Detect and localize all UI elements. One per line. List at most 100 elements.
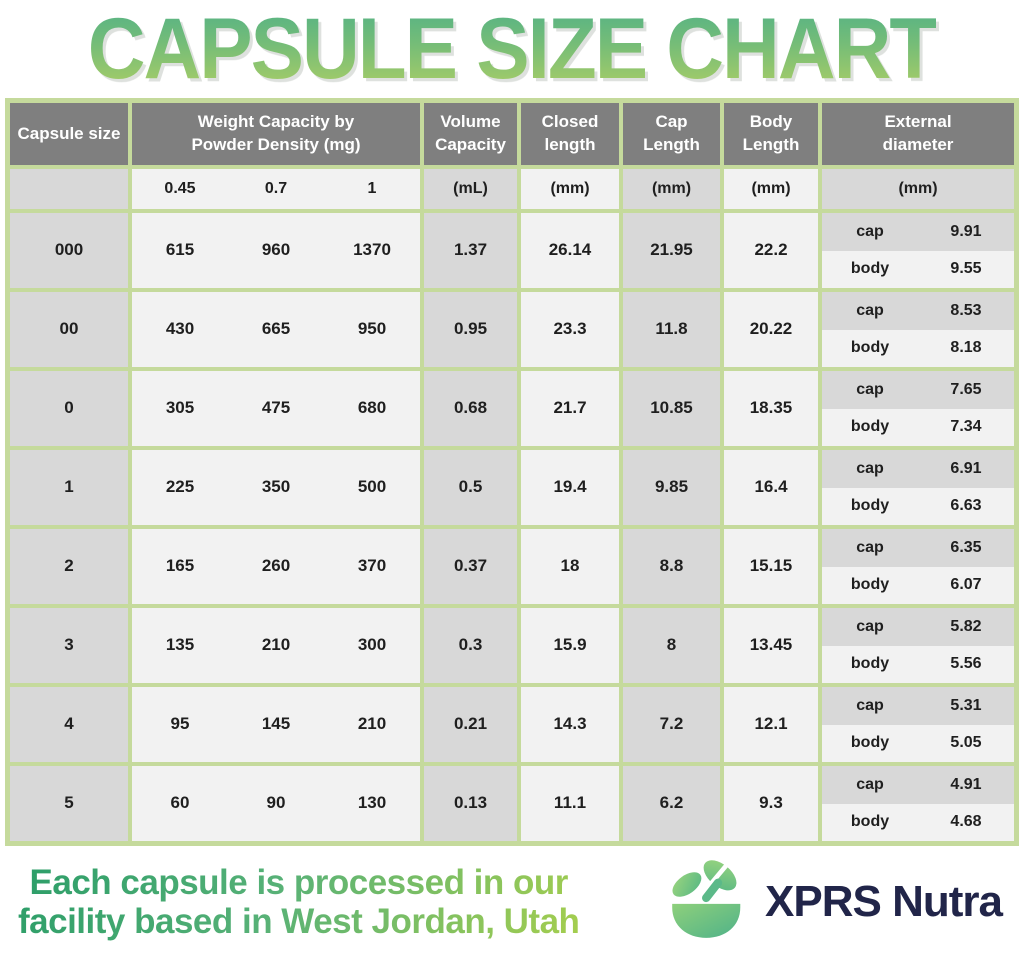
volume-capacity-cell: 0.5: [424, 450, 517, 525]
external-cap-subrow: cap 8.53: [822, 292, 1014, 330]
closed-length-cell: 21.7: [521, 371, 619, 446]
brand-logo: XPRS Nutra: [663, 856, 1003, 948]
weight-value: 95: [170, 714, 190, 734]
weight-value: 90: [266, 793, 286, 813]
external-body-value: 5.05: [950, 734, 982, 752]
table-body: 000 615 960 1370 1.37 26.14 21.95 22.2 cap 9.91 bo…: [10, 213, 1014, 841]
weight-value: 960: [261, 240, 291, 260]
weight-value: 430: [165, 319, 195, 339]
weight-capacity-cell: 615 960 1370: [132, 213, 420, 288]
external-body-label: body: [850, 655, 890, 673]
capsule-size-cell: 4: [10, 687, 128, 762]
weight-value: 130: [357, 793, 387, 813]
external-body-subrow: body 9.55: [822, 250, 1014, 288]
weight-value: 680: [357, 398, 387, 418]
external-body-label: body: [850, 813, 890, 831]
weight-value: 165: [165, 556, 195, 576]
external-cap-subrow: cap 5.31: [822, 687, 1014, 725]
external-body-label: body: [850, 497, 890, 515]
weight-value: 225: [165, 477, 195, 497]
header-closed-length: Closed length: [521, 103, 619, 165]
header-body-length: Body Length: [724, 103, 818, 165]
weight-value: 305: [165, 398, 195, 418]
external-cap-label: cap: [856, 775, 884, 793]
header-cap-length: Cap Length: [623, 103, 720, 165]
external-body-value: 4.68: [950, 813, 982, 831]
body-length-cell: 15.15: [724, 529, 818, 604]
external-cap-label: cap: [856, 380, 884, 398]
capsule-size-cell: 1: [10, 450, 128, 525]
external-cap-label: cap: [856, 222, 884, 240]
weight-value: 300: [357, 635, 387, 655]
brand-name: XPRS Nutra: [765, 877, 1003, 926]
external-body-subrow: body 7.34: [822, 408, 1014, 446]
volume-capacity-cell: 0.37: [424, 529, 517, 604]
external-diameter-cell: cap 5.82 body 5.56: [822, 608, 1014, 683]
external-body-label: body: [850, 339, 890, 357]
volume-capacity-cell: 1.37: [424, 213, 517, 288]
table-units-row: 0.45 0.7 1 (mL) (mm) (mm) (mm) (mm): [10, 169, 1014, 209]
capsule-size-cell: 2: [10, 529, 128, 604]
table-row: 1 225 350 500 0.5 19.4 9.85 16.4 cap 6.91 body 6.63: [10, 450, 1014, 525]
body-length-cell: 13.45: [724, 608, 818, 683]
units-closed-length: (mm): [521, 169, 619, 209]
external-body-subrow: body 5.56: [822, 645, 1014, 683]
capsule-size-table: Capsule size Weight Capacity by Powder D…: [5, 98, 1019, 846]
density-value: 0.45: [164, 180, 196, 198]
external-diameter-cell: cap 7.65 body 7.34: [822, 371, 1014, 446]
units-external-diameter: (mm): [822, 169, 1014, 209]
volume-capacity-cell: 0.21: [424, 687, 517, 762]
weight-value: 350: [261, 477, 291, 497]
external-diameter-cell: cap 8.53 body 8.18: [822, 292, 1014, 367]
external-cap-label: cap: [856, 301, 884, 319]
external-body-subrow: body 8.18: [822, 329, 1014, 367]
external-diameter-cell: cap 9.91 body 9.55: [822, 213, 1014, 288]
external-cap-subrow: cap 5.82: [822, 608, 1014, 646]
weight-capacity-cell: 430 665 950: [132, 292, 420, 367]
body-length-cell: 20.22: [724, 292, 818, 367]
table-row: 5 60 90 130 0.13 11.1 6.2 9.3 cap 4.91 body 4.68: [10, 766, 1014, 841]
external-body-value: 6.07: [950, 576, 982, 594]
weight-value: 950: [357, 319, 387, 339]
table-row: 0 305 475 680 0.68 21.7 10.85 18.35 cap 7.65 body 7…: [10, 371, 1014, 446]
external-body-subrow: body 6.07: [822, 566, 1014, 604]
weight-capacity-cell: 225 350 500: [132, 450, 420, 525]
external-cap-value: 9.91: [950, 222, 982, 240]
cap-length-cell: 6.2: [623, 766, 720, 841]
header-volume-capacity: Volume Capacity: [424, 103, 517, 165]
body-length-cell: 16.4: [724, 450, 818, 525]
footer-note: Each capsule is processed in our facilit…: [18, 862, 580, 941]
external-cap-label: cap: [856, 459, 884, 477]
units-volume: (mL): [424, 169, 517, 209]
units-body-length: (mm): [724, 169, 818, 209]
external-body-subrow: body 4.68: [822, 803, 1014, 841]
external-diameter-cell: cap 4.91 body 4.68: [822, 766, 1014, 841]
external-cap-label: cap: [856, 538, 884, 556]
closed-length-cell: 26.14: [521, 213, 619, 288]
external-diameter-cell: cap 6.91 body 6.63: [822, 450, 1014, 525]
title-bar: CAPSULE SIZE CHART: [0, 0, 1024, 98]
cap-length-cell: 21.95: [623, 213, 720, 288]
external-body-subrow: body 5.05: [822, 724, 1014, 762]
external-cap-value: 5.31: [950, 696, 982, 714]
table-row: 2 165 260 370 0.37 18 8.8 15.15 cap 6.35 body 6.07: [10, 529, 1014, 604]
external-cap-subrow: cap 6.91: [822, 450, 1014, 488]
external-body-label: body: [850, 734, 890, 752]
cap-length-cell: 8: [623, 608, 720, 683]
volume-capacity-cell: 0.95: [424, 292, 517, 367]
external-cap-value: 8.53: [950, 301, 982, 319]
capsule-size-cell: 0: [10, 371, 128, 446]
external-cap-subrow: cap 6.35: [822, 529, 1014, 567]
weight-value: 370: [357, 556, 387, 576]
density-value: 1: [367, 180, 377, 198]
header-capsule-size: Capsule size: [10, 103, 128, 165]
external-body-label: body: [850, 260, 890, 278]
footer: Each capsule is processed in our facilit…: [0, 846, 1024, 964]
weight-value: 135: [165, 635, 195, 655]
units-cap-length: (mm): [623, 169, 720, 209]
table-header-row: Capsule size Weight Capacity by Powder D…: [10, 103, 1014, 165]
capsule-size-cell: 3: [10, 608, 128, 683]
external-cap-subrow: cap 7.65: [822, 371, 1014, 409]
external-body-label: body: [850, 418, 890, 436]
mortar-and-leaves-icon: [672, 860, 741, 938]
